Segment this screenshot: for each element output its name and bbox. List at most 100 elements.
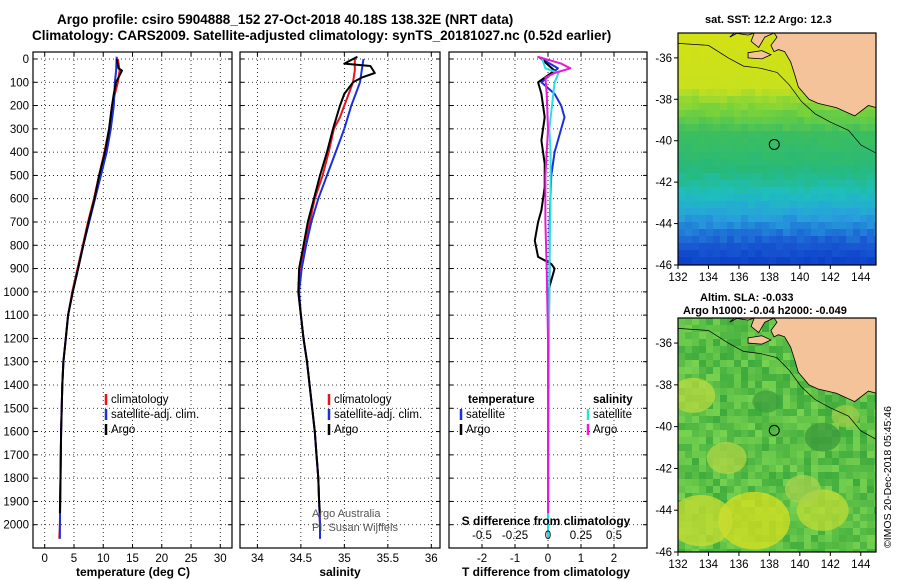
sst-map-xtick-label: 134 — [699, 272, 719, 284]
difference-legend-tsat-label: satellite — [466, 409, 505, 421]
difference-series-3 — [537, 55, 572, 514]
depth-tick-label: 1900 — [3, 496, 29, 508]
depth-tick-label: 900 — [10, 264, 29, 276]
salinity-difference-tick-label: -0.25 — [502, 530, 528, 542]
depth-tick-label: 1000 — [3, 287, 29, 299]
sla-map-xtick-label: 136 — [729, 559, 748, 571]
sst-map-island — [747, 50, 772, 60]
difference-series-2 — [540, 56, 560, 539]
temperature-legend-1-label: satellite-adj. clim. — [111, 409, 199, 421]
sla-map-island — [747, 335, 772, 345]
depth-tick-label: 400 — [10, 147, 29, 159]
salinity-difference-tick-label: -0.5 — [472, 530, 492, 542]
sla-map-ytick-label: -40 — [655, 422, 672, 434]
sla-map: 132 134 136 138 140 142 144 -36 -38 -40 -42 -44 -46 — [655, 317, 877, 571]
depth-tick-label: 1400 — [3, 380, 29, 392]
temperature-panel-xtick-label: 25 — [185, 553, 198, 565]
sla-anomaly — [678, 377, 716, 413]
sst-map-frame — [677, 32, 877, 266]
temperature-panel-xtick-label: 0 — [42, 553, 48, 565]
difference-panel-xtick-label: -2 — [477, 553, 487, 565]
difference-legend-targo-label: Argo — [466, 424, 490, 436]
difference-axis-label: T difference from climatology — [462, 565, 630, 579]
sst-map-ytick-label: -42 — [655, 177, 672, 189]
salinity-series-0 — [297, 59, 356, 539]
sla-anomaly — [752, 390, 781, 413]
depth-tick-label: 200 — [10, 101, 29, 113]
difference-legend-ssat-label: satellite — [593, 409, 632, 421]
salinity-panel-xtick-label: 34 — [251, 553, 264, 565]
salinity-panel-xtick-label: 35 — [338, 553, 351, 565]
sla-map-argo-marker — [768, 424, 780, 436]
depth-tick-label: 1700 — [3, 450, 29, 462]
depth-tick-label: 300 — [10, 124, 29, 136]
sst-map-ytick-label: -40 — [655, 136, 672, 148]
salinity-difference-axis-label: S difference from climatology — [462, 514, 631, 528]
temperature-series-2 — [58, 58, 123, 514]
sst-map-xtick-label: 142 — [821, 272, 840, 284]
sla-map-xtick-label: 144 — [851, 559, 871, 571]
sla-anomaly — [784, 474, 821, 504]
temperature-panel-xtick-label: 10 — [97, 553, 110, 565]
sla-map-ytick-label: -46 — [655, 547, 672, 559]
sst-map-xtick-label: 132 — [668, 272, 687, 284]
temperature-panel-xtick-label: 5 — [71, 553, 77, 565]
temperature-legend-2-label: Argo — [111, 424, 135, 436]
sla-map-ytick-label: -36 — [655, 338, 672, 350]
sla-map-ytick-label: -42 — [655, 463, 672, 475]
temperature-panel-xtick-label: 30 — [214, 553, 227, 565]
depth-tick-label: 0 — [23, 54, 29, 66]
sla-anomaly — [718, 491, 791, 550]
sla-map-xtick-label: 134 — [699, 559, 719, 571]
depth-tick-label: 2000 — [3, 520, 29, 532]
difference-series-1 — [533, 58, 556, 514]
figure-title-line2: Climatology: CARS2009. Satellite-adjuste… — [32, 28, 612, 43]
sla-map-shelf — [678, 328, 876, 440]
sst-map-land — [678, 33, 876, 117]
salinity-difference-tick-label: 0.5 — [606, 530, 622, 542]
difference-legend-temperature-title: temperature — [468, 394, 534, 406]
sla-map-title: Altim. SLA: -0.033 — [700, 292, 794, 304]
salinity-panel-frame — [239, 51, 441, 549]
sst-map: 132 134 136 138 140 142 144 -36 -38 -40 -42 -44 -46 — [655, 32, 877, 284]
salinity-panel: 34 34.5 35 35.5 36 salinity climatology satelli… — [239, 51, 441, 579]
sst-map-xtick-label: 144 — [851, 272, 871, 284]
depth-tick-label: 500 — [10, 170, 29, 182]
sla-map-field — [678, 318, 876, 552]
sla-anomaly — [706, 441, 747, 474]
salinity-legend-1-label: satellite-adj. clim. — [334, 409, 422, 421]
sla-map-xtick-label: 138 — [760, 559, 779, 571]
sst-map-shelf — [678, 43, 876, 154]
salinity-legend-0-label: climatology — [334, 394, 392, 406]
sst-map-ytick-label: -36 — [655, 53, 672, 65]
sst-map-ytick-label: -38 — [655, 94, 672, 106]
sst-map-argo-marker — [768, 138, 780, 150]
sst-map-ytick-label: -44 — [655, 219, 672, 231]
temperature-axis-label: temperature (deg C) — [76, 565, 190, 579]
depth-tick-label: 600 — [10, 194, 29, 206]
sst-map-field — [678, 33, 876, 265]
watermark-line2: PI: Susan Wijffels — [312, 522, 398, 534]
salinity-axis-label: salinity — [319, 565, 361, 579]
sla-map-frame — [677, 317, 877, 553]
sla-map-ytick-label: -38 — [655, 380, 672, 392]
sst-map-ytick-label: -46 — [655, 260, 672, 272]
salinity-panel-xtick-label: 34.5 — [290, 553, 312, 565]
salinity-panel-xtick-label: 36 — [425, 553, 438, 565]
watermark-line1: Argo Australia — [312, 508, 381, 520]
sla-anomaly — [804, 422, 841, 452]
depth-tick-label: 1600 — [3, 427, 29, 439]
salinity-difference-tick-label: 0 — [545, 530, 551, 542]
sla-map-xtick-label: 142 — [821, 559, 840, 571]
salinity-legend-2-label: Argo — [334, 424, 358, 436]
sla-map-land — [678, 318, 876, 403]
sla-map-xtick-label: 140 — [790, 559, 809, 571]
temperature-panel-xtick-label: 15 — [126, 553, 139, 565]
temperature-panel: 0100200300400500600700800900100011001200… — [3, 51, 233, 579]
sst-map-xtick-label: 138 — [760, 272, 779, 284]
sla-map-xtick-label: 132 — [668, 559, 687, 571]
difference-legend-salinity-title: salinity — [593, 394, 633, 406]
sla-anomaly — [831, 404, 860, 428]
salinity-series-2 — [297, 55, 376, 514]
sla-map-subtitle: Argo h1000: -0.04 h2000: -0.049 — [683, 305, 847, 317]
